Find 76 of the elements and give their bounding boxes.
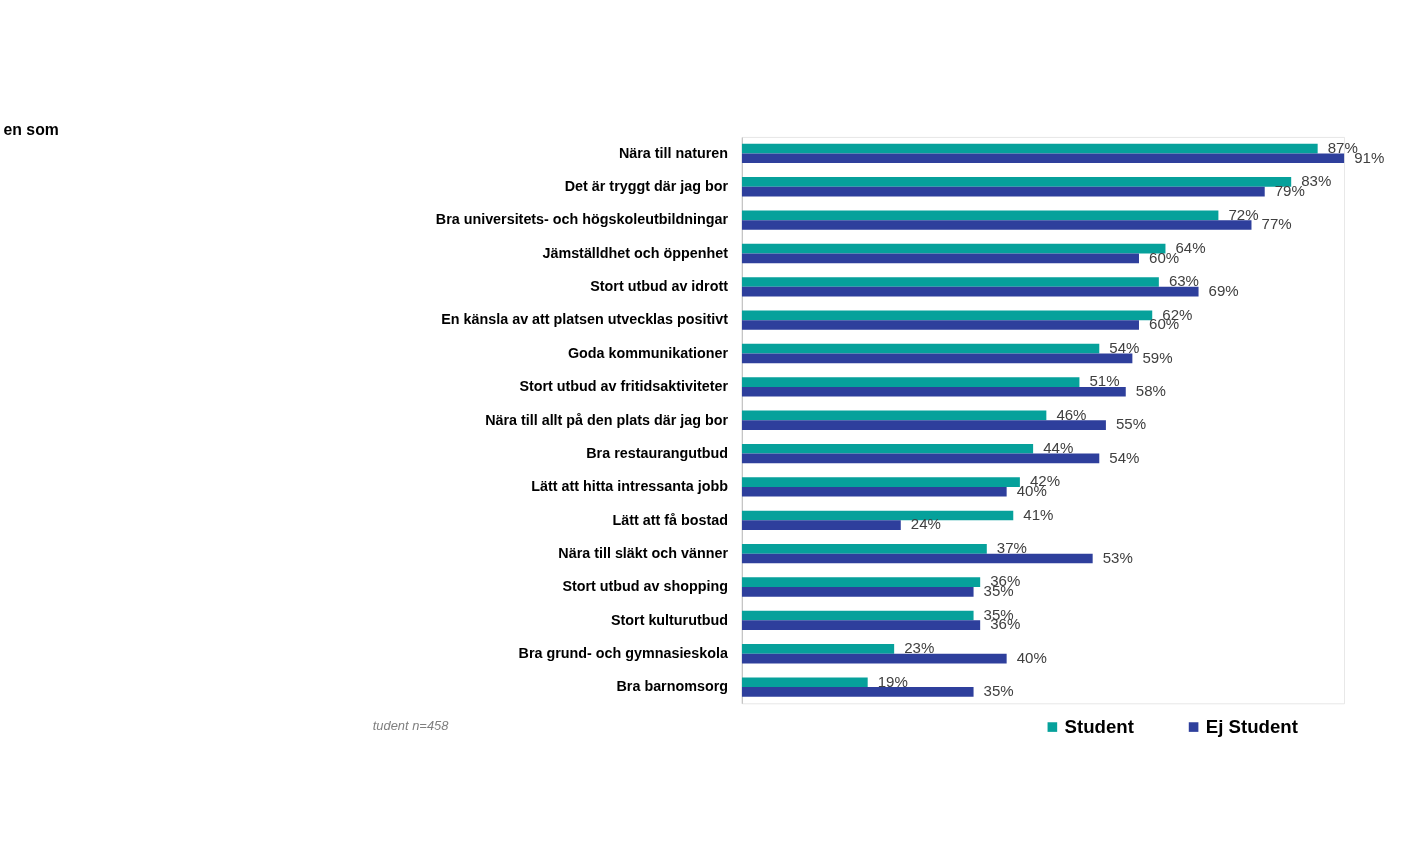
y-tick-label: Stort utbud av idrott [590, 278, 729, 295]
data-label: 72% [1228, 205, 1259, 223]
bar [741, 186, 1265, 197]
data-label: 77% [1261, 215, 1292, 233]
data-label: 64% [1175, 238, 1206, 256]
data-label: 37% [996, 539, 1027, 557]
y-tick-label: Lätt att hitta intressanta jobb [531, 478, 729, 495]
bar [741, 210, 1219, 221]
text: tudent n=458 [372, 717, 450, 733]
bar [741, 577, 981, 588]
y-tick-label: Nära till naturen [618, 144, 728, 161]
bar [741, 153, 1345, 164]
data-label: 69% [1208, 281, 1239, 299]
bar [741, 687, 974, 697]
bar [741, 677, 868, 688]
bar [741, 143, 1318, 154]
data-label: 54% [1109, 339, 1140, 357]
data-label: 24% [910, 515, 941, 533]
bar [741, 553, 1093, 564]
data-label: 19% [877, 672, 908, 690]
bar [741, 386, 1126, 397]
data-label: 55% [1115, 415, 1147, 433]
legend-label: Student [1064, 715, 1134, 737]
text: en som [3, 120, 59, 138]
bar [741, 220, 1252, 230]
y-tick-label: Bra grund- och gymnasieskola [518, 645, 730, 662]
y-tick-label: Lätt att få bostad [612, 511, 728, 528]
bar [741, 343, 1100, 354]
data-label: 23% [904, 639, 935, 657]
data-label: 41% [1023, 505, 1054, 523]
y-tick-label: Nära till allt på den plats där jag bor [485, 411, 729, 428]
y-tick-label: Jämställdhet och öppenhet [542, 244, 729, 261]
bar [741, 443, 1034, 454]
bar [741, 286, 1199, 297]
y-tick-label: Bra restaurangutbud [586, 444, 728, 461]
y-tick-label: Det är tryggt där jag bor [564, 178, 729, 195]
bar [741, 320, 1139, 330]
data-label: 40% [1016, 648, 1047, 666]
y-tick-label: Goda kommunikationer [567, 344, 729, 361]
data-label: 46% [1056, 405, 1087, 423]
bar [741, 277, 1159, 287]
bar [741, 453, 1100, 464]
bar [741, 243, 1166, 254]
bar [741, 477, 1020, 487]
bar [741, 587, 974, 597]
data-label: 54% [1109, 448, 1140, 466]
bar [741, 486, 1007, 497]
bar [741, 420, 1106, 430]
bar [741, 510, 1014, 521]
bar [741, 620, 981, 631]
data-label: 53% [1102, 548, 1133, 566]
bar [741, 644, 895, 654]
bar [741, 353, 1133, 364]
data-label: 59% [1142, 348, 1173, 366]
data-label: 63% [1168, 272, 1200, 290]
bar [741, 177, 1292, 187]
data-label: 35% [983, 682, 1014, 700]
bar [741, 410, 1047, 421]
y-tick-label: En känsla av att platsen utvecklas positivt [441, 311, 729, 328]
y-tick-label: Bra universitets- och högskoleutbildningar [435, 211, 729, 228]
y-tick-label: Stort kulturutbud [610, 611, 728, 628]
bar [741, 610, 974, 621]
data-label: 51% [1089, 372, 1120, 390]
y-tick-label: Stort utbud av fritidsaktiviteter [519, 378, 729, 395]
bar [741, 377, 1080, 387]
bar [741, 543, 987, 554]
bar [741, 310, 1153, 321]
bar [741, 520, 901, 530]
y-tick-label: Stort utbud av shopping [562, 578, 728, 595]
bar [741, 253, 1139, 264]
data-label: 58% [1135, 382, 1166, 400]
y-tick-label: Nära till släkt och vänner [558, 544, 729, 561]
bar [741, 653, 1007, 664]
data-label: 44% [1043, 439, 1074, 457]
legend-label: Ej Student [1205, 715, 1298, 737]
y-tick-label: Bra barnomsorg [616, 678, 728, 695]
